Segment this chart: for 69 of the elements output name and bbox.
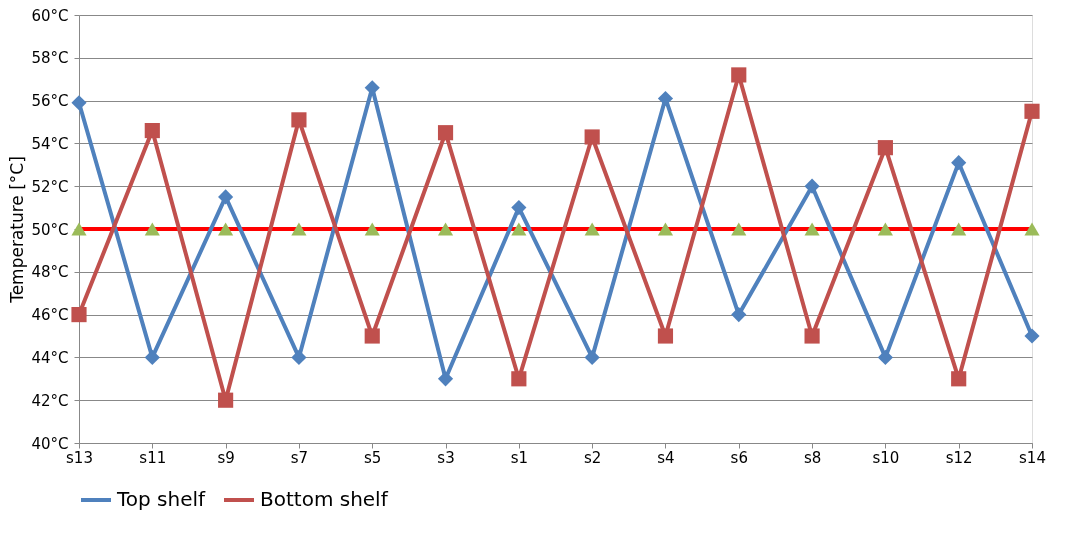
point xyxy=(144,222,160,236)
x-tick-label: s2 xyxy=(583,448,602,467)
x-tick-label: s3 xyxy=(437,448,455,467)
point xyxy=(71,222,87,236)
y-tick-label: 54°C xyxy=(31,134,69,153)
point xyxy=(511,200,527,216)
y-tick-label: 44°C xyxy=(31,348,69,367)
point xyxy=(1024,103,1040,119)
y-tick-label: 56°C xyxy=(31,92,69,111)
point xyxy=(437,371,454,387)
point xyxy=(731,67,747,83)
point xyxy=(951,222,967,236)
x-tick-label: s12 xyxy=(945,448,973,467)
y-tick-label: 50°C xyxy=(31,220,69,239)
point xyxy=(144,349,160,365)
x-tick-label: s7 xyxy=(290,448,309,467)
point xyxy=(877,140,893,156)
point xyxy=(218,392,234,408)
point xyxy=(71,307,87,323)
y-tick-label: 48°C xyxy=(31,263,69,282)
point xyxy=(511,222,527,236)
y-tick-label: 58°C xyxy=(31,49,69,68)
x-tick-label: s11 xyxy=(139,448,167,467)
x-tick-label: s14 xyxy=(1019,448,1046,467)
point xyxy=(291,222,307,236)
x-tick-label: s10 xyxy=(872,448,900,467)
point xyxy=(731,307,747,323)
point xyxy=(804,222,820,236)
point xyxy=(364,328,380,344)
point xyxy=(291,112,307,128)
point xyxy=(584,222,600,236)
x-tick-label: s9 xyxy=(217,448,235,467)
x-tick-label: s8 xyxy=(803,448,822,467)
point xyxy=(71,95,87,111)
point xyxy=(584,129,600,145)
x-tick-label: s4 xyxy=(657,448,675,467)
x-tick-label: s5 xyxy=(364,448,382,467)
point xyxy=(1024,328,1040,344)
y-axis-title: Temperature [°C] xyxy=(7,156,28,304)
point xyxy=(218,189,234,205)
point xyxy=(511,371,527,387)
y-tick-label: 52°C xyxy=(31,177,69,196)
point xyxy=(877,222,893,236)
point xyxy=(804,328,820,344)
x-tick-label: s13 xyxy=(66,448,93,467)
point xyxy=(144,122,160,139)
point xyxy=(804,178,820,194)
point xyxy=(364,222,380,236)
point xyxy=(1024,222,1040,236)
x-tick-label: s1 xyxy=(510,448,529,467)
point xyxy=(951,155,967,171)
point xyxy=(877,349,893,365)
y-tick-label: 60°C xyxy=(31,6,69,25)
point xyxy=(657,222,674,236)
point xyxy=(951,371,967,387)
x-tick-label: s6 xyxy=(730,448,748,467)
legend-label: Bottom shelf xyxy=(260,487,389,511)
point xyxy=(731,222,747,236)
point xyxy=(218,222,234,236)
point xyxy=(437,222,454,236)
y-tick-label: 46°C xyxy=(31,306,69,325)
legend-label: Top shelf xyxy=(116,487,207,511)
point xyxy=(657,328,674,344)
point xyxy=(291,349,307,365)
point xyxy=(657,90,674,107)
point xyxy=(437,125,454,141)
y-tick-label: 42°C xyxy=(31,391,69,410)
y-tick-label: 40°C xyxy=(31,434,69,453)
point xyxy=(584,349,600,365)
